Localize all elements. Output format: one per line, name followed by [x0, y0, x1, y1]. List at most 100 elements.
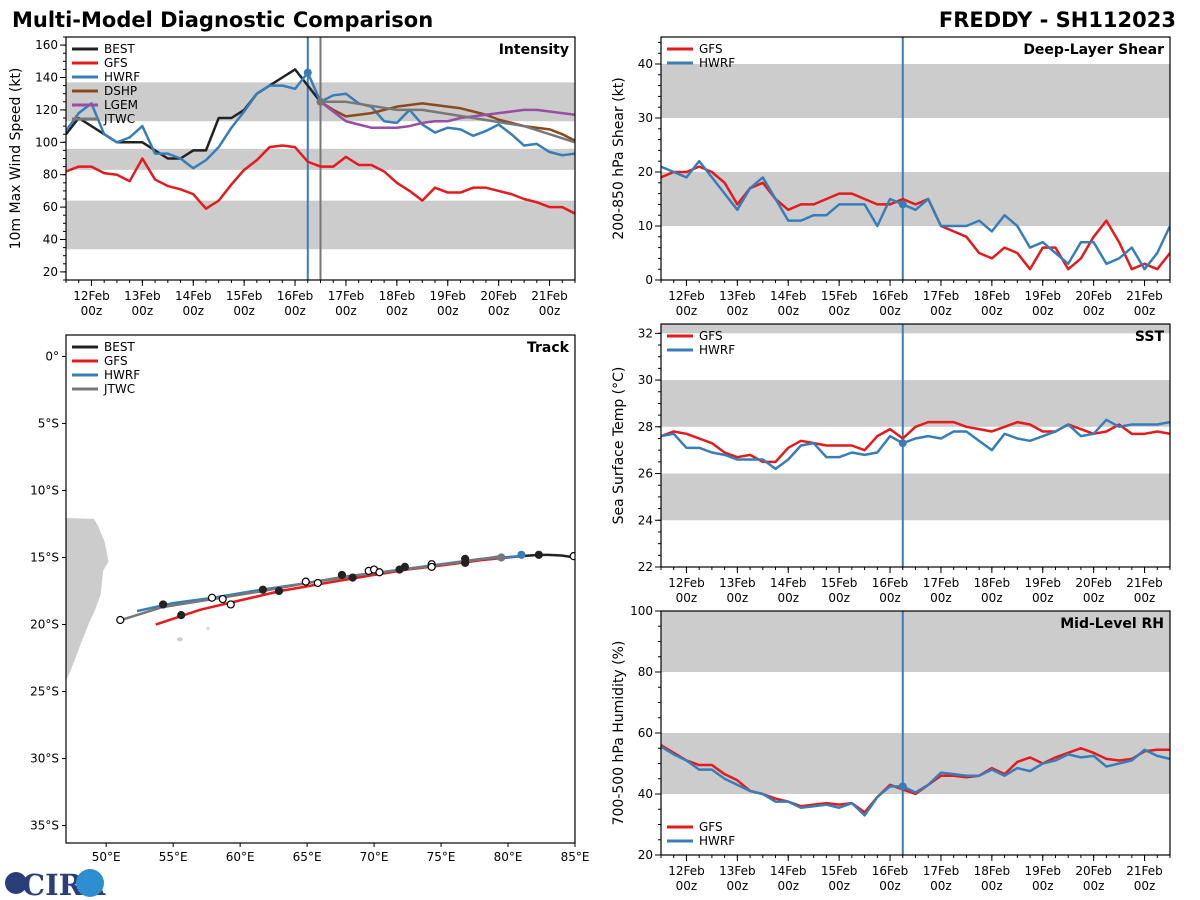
y-tick-label: 40	[638, 787, 653, 801]
x-tick-hour: 00z	[1134, 879, 1156, 893]
track-marker	[301, 577, 310, 586]
x-tick-day: 12Feb	[668, 289, 705, 303]
x-tick-hour: 00z	[676, 304, 698, 318]
x-tick-label: 12Feb 00z	[668, 576, 705, 605]
legend-label-gfs: GFS	[104, 354, 128, 368]
x-tick-day: 12Feb	[73, 289, 110, 303]
x-tick-hour: 00z	[1083, 879, 1105, 893]
x-tick-hour: 00z	[777, 591, 799, 605]
x-tick-hour: 00z	[879, 591, 901, 605]
x-tick-day: 14Feb	[770, 576, 807, 590]
x-tick-label: 14Feb 00z	[770, 289, 807, 318]
y-tick-label: 20	[638, 848, 653, 862]
track-marker	[116, 615, 125, 625]
x-tick-hour: 00z	[132, 304, 154, 318]
x-tick-day: 14Feb	[770, 864, 807, 878]
x-tick-day: 21Feb	[531, 289, 568, 303]
track-marker	[207, 593, 217, 602]
x-tick-hour: 00z	[335, 304, 357, 318]
y-tick-label: 140	[35, 71, 58, 85]
x-tick-day: 20Feb	[480, 289, 517, 303]
plot-area	[66, 517, 575, 682]
x-tick-label: 12Feb 00z	[668, 864, 705, 893]
x-tick-label: 13Feb 00z	[719, 576, 756, 605]
x-tick-day: 16Feb	[872, 289, 909, 303]
x-tick-label: 17Feb 00z	[328, 289, 365, 318]
x-tick-day: 21Feb	[1126, 289, 1163, 303]
x-tick-hour: 00z	[828, 591, 850, 605]
reunion-land	[176, 637, 183, 642]
x-tick-hour: 00z	[1134, 304, 1156, 318]
x-tick-hour: 00z	[981, 591, 1003, 605]
y-tick-label: 160	[35, 38, 58, 52]
series-line-hwrf	[661, 159, 1170, 271]
panel-title: Track	[527, 340, 570, 356]
x-tick-day: 13Feb	[719, 864, 756, 878]
y-tick-label: 15°S	[30, 551, 59, 565]
legend-label-hwrf: HWRF	[104, 70, 140, 84]
x-tick-hour: 00z	[1083, 591, 1105, 605]
x-tick-label: 18Feb 00z	[974, 289, 1011, 318]
track-marker	[226, 600, 235, 609]
x-tick-label: 14Feb 00z	[770, 864, 807, 893]
shaded-band	[661, 324, 1170, 334]
series-line-gfs	[661, 744, 1170, 814]
x-tick-label: 17Feb 00z	[923, 289, 960, 318]
series-line-gfs	[66, 144, 575, 215]
x-tick-label: 80°E	[494, 850, 523, 864]
y-tick-label: 5°S	[38, 416, 59, 430]
plot-area	[661, 324, 1170, 567]
x-tick-day: 14Feb	[770, 289, 807, 303]
x-tick-label: 19Feb 00z	[429, 289, 466, 318]
x-tick-hour: 00z	[930, 591, 952, 605]
x-tick-label: 17Feb 00z	[923, 864, 960, 893]
x-tick-hour: 00z	[777, 304, 799, 318]
x-tick-label: 12Feb 00z	[73, 289, 110, 318]
track-marker	[427, 562, 436, 571]
x-tick-hour: 00z	[81, 304, 103, 318]
y-axis-label: 200-850 hPa Shear (kt)	[611, 77, 627, 239]
x-tick-label: 13Feb 00z	[124, 289, 161, 318]
legend-label-jtwc: JTWC	[103, 112, 135, 126]
y-tick-label: 30°S	[30, 752, 59, 766]
track-marker	[218, 594, 227, 604]
track-marker	[313, 578, 322, 588]
plot-frame	[660, 323, 1171, 568]
x-tick-day: 13Feb	[719, 576, 756, 590]
x-tick-day: 14Feb	[175, 289, 212, 303]
x-tick-label: 15Feb 00z	[821, 576, 858, 605]
x-tick-day: 19Feb	[1024, 864, 1061, 878]
x-tick-label: 21Feb 00z	[1126, 864, 1163, 893]
plot-area	[661, 611, 1170, 855]
x-tick-day: 19Feb	[1024, 289, 1061, 303]
shaded-band	[661, 172, 1170, 226]
y-tick-label: 0	[645, 273, 653, 287]
shaded-band	[661, 64, 1170, 118]
x-tick-hour: 00z	[284, 304, 306, 318]
shaded-band	[661, 611, 1170, 672]
x-tick-day: 20Feb	[1075, 289, 1112, 303]
storm-id: FREDDY - SH112023	[939, 8, 1176, 32]
y-tick-label: 24	[638, 513, 653, 527]
x-tick-label: 17Feb 00z	[923, 576, 960, 605]
x-tick-label: 70°E	[360, 850, 389, 864]
x-tick-label: 16Feb 00z	[872, 289, 909, 318]
plot-area	[66, 37, 575, 280]
track-marker	[375, 568, 384, 577]
x-tick-day: 15Feb	[226, 289, 263, 303]
y-tick-label: 30	[638, 373, 653, 387]
x-tick-label: 21Feb 00z	[1126, 289, 1163, 318]
y-tick-label: 80	[638, 665, 653, 679]
x-tick-day: 18Feb	[379, 289, 416, 303]
legend-label-gfs: GFS	[699, 820, 723, 834]
x-tick-hour: 00z	[1032, 304, 1054, 318]
y-tick-label: 20	[43, 265, 58, 279]
track-marker	[348, 573, 357, 582]
panel-title: Intensity	[499, 42, 569, 58]
x-tick-day: 15Feb	[821, 289, 858, 303]
series-marker-hwrf	[898, 782, 907, 791]
x-tick-hour: 00z	[727, 304, 749, 318]
y-tick-label: 35°S	[30, 819, 59, 833]
x-tick-hour: 00z	[676, 879, 698, 893]
